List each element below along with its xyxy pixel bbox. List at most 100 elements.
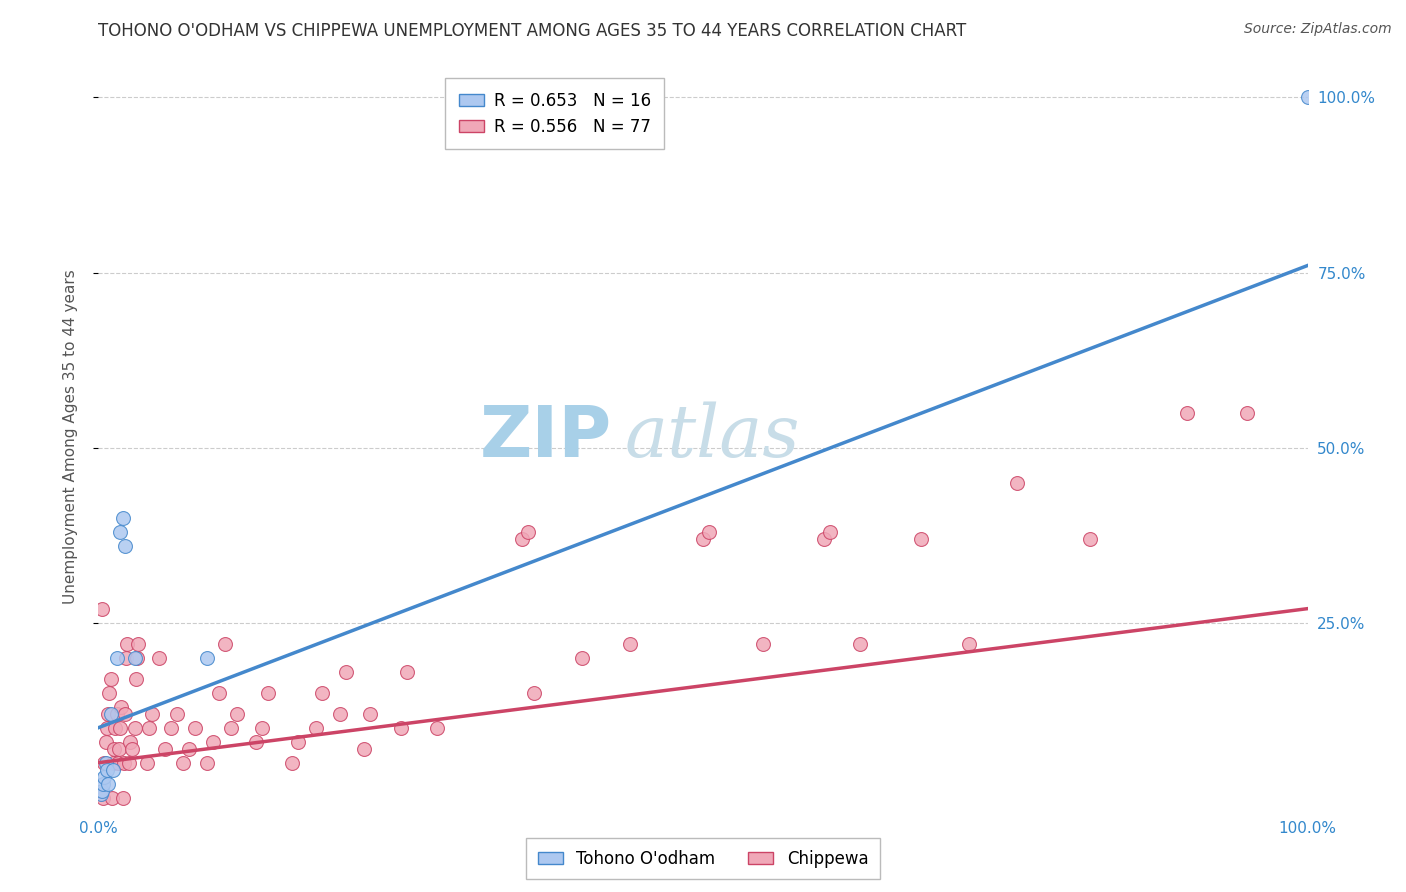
Chippewa [1007, 475, 1029, 490]
Chippewa [111, 790, 134, 805]
Tohono O'odham [93, 770, 115, 784]
Chippewa [287, 734, 309, 748]
Chippewa [1236, 406, 1258, 420]
Chippewa [353, 741, 375, 756]
Chippewa [692, 532, 714, 546]
Tohono O'odham [195, 650, 218, 665]
Chippewa [202, 734, 225, 748]
Chippewa [166, 706, 188, 721]
Chippewa [510, 532, 533, 546]
Tohono O'odham [111, 510, 134, 524]
Chippewa [571, 650, 593, 665]
Chippewa [818, 524, 841, 539]
Y-axis label: Unemployment Among Ages 35 to 44 years: Unemployment Among Ages 35 to 44 years [63, 269, 77, 605]
Chippewa [124, 721, 146, 735]
Chippewa [125, 672, 148, 686]
Chippewa [100, 672, 122, 686]
Chippewa [135, 756, 157, 770]
Chippewa [305, 721, 328, 735]
Chippewa [184, 721, 207, 735]
Chippewa [910, 532, 932, 546]
Chippewa [335, 665, 357, 679]
Text: TOHONO O'ODHAM VS CHIPPEWA UNEMPLOYMENT AMONG AGES 35 TO 44 YEARS CORRELATION CH: TOHONO O'ODHAM VS CHIPPEWA UNEMPLOYMENT … [98, 22, 967, 40]
Chippewa [103, 741, 125, 756]
Chippewa [117, 637, 139, 651]
Chippewa [523, 686, 546, 700]
Chippewa [1175, 406, 1198, 420]
Text: atlas: atlas [624, 401, 800, 473]
Chippewa [98, 686, 121, 700]
Chippewa [389, 721, 412, 735]
Tohono O'odham [94, 756, 117, 770]
Legend: R = 0.653   N = 16, R = 0.556   N = 77: R = 0.653 N = 16, R = 0.556 N = 77 [446, 78, 664, 149]
Chippewa [179, 741, 201, 756]
Chippewa [108, 721, 131, 735]
Chippewa [100, 790, 122, 805]
Chippewa [108, 741, 131, 756]
Chippewa [752, 637, 775, 651]
Chippewa [957, 637, 980, 651]
Text: ZIP: ZIP [479, 402, 613, 472]
Chippewa [127, 637, 149, 651]
Chippewa [214, 637, 236, 651]
Text: Source: ZipAtlas.com: Source: ZipAtlas.com [1244, 22, 1392, 37]
Legend: Tohono O'odham, Chippewa: Tohono O'odham, Chippewa [526, 838, 880, 880]
Tohono O'odham [108, 524, 131, 539]
Chippewa [104, 721, 127, 735]
Chippewa [311, 686, 333, 700]
Chippewa [118, 734, 141, 748]
Chippewa [91, 601, 114, 615]
Chippewa [121, 741, 143, 756]
Chippewa [97, 706, 120, 721]
Tohono O'odham [105, 650, 128, 665]
Chippewa [849, 637, 872, 651]
Chippewa [245, 734, 267, 748]
Chippewa [107, 756, 129, 770]
Chippewa [101, 756, 124, 770]
Chippewa [94, 734, 117, 748]
Chippewa [256, 686, 278, 700]
Tohono O'odham [90, 787, 112, 801]
Chippewa [96, 721, 118, 735]
Tohono O'odham [91, 783, 114, 797]
Chippewa [115, 650, 138, 665]
Chippewa [395, 665, 418, 679]
Tohono O'odham [96, 763, 118, 777]
Tohono O'odham [101, 763, 124, 777]
Chippewa [93, 756, 115, 770]
Tohono O'odham [97, 777, 120, 791]
Chippewa [516, 524, 538, 539]
Chippewa [114, 706, 136, 721]
Chippewa [426, 721, 449, 735]
Chippewa [160, 721, 183, 735]
Chippewa [91, 790, 114, 805]
Chippewa [153, 741, 176, 756]
Chippewa [813, 532, 835, 546]
Chippewa [250, 721, 273, 735]
Tohono O'odham [100, 706, 122, 721]
Chippewa [360, 706, 382, 721]
Tohono O'odham [124, 650, 146, 665]
Chippewa [195, 756, 218, 770]
Chippewa [118, 756, 141, 770]
Chippewa [141, 706, 163, 721]
Tohono O'odham [1296, 90, 1319, 104]
Chippewa [90, 787, 112, 801]
Tohono O'odham [114, 539, 136, 553]
Chippewa [281, 756, 304, 770]
Chippewa [110, 699, 132, 714]
Tohono O'odham [91, 777, 114, 791]
Chippewa [112, 756, 135, 770]
Chippewa [208, 686, 231, 700]
Chippewa [148, 650, 170, 665]
Chippewa [221, 721, 243, 735]
Chippewa [226, 706, 249, 721]
Chippewa [172, 756, 194, 770]
Chippewa [127, 650, 149, 665]
Chippewa [1078, 532, 1101, 546]
Chippewa [697, 524, 720, 539]
Chippewa [105, 706, 128, 721]
Chippewa [619, 637, 641, 651]
Chippewa [329, 706, 352, 721]
Chippewa [138, 721, 160, 735]
